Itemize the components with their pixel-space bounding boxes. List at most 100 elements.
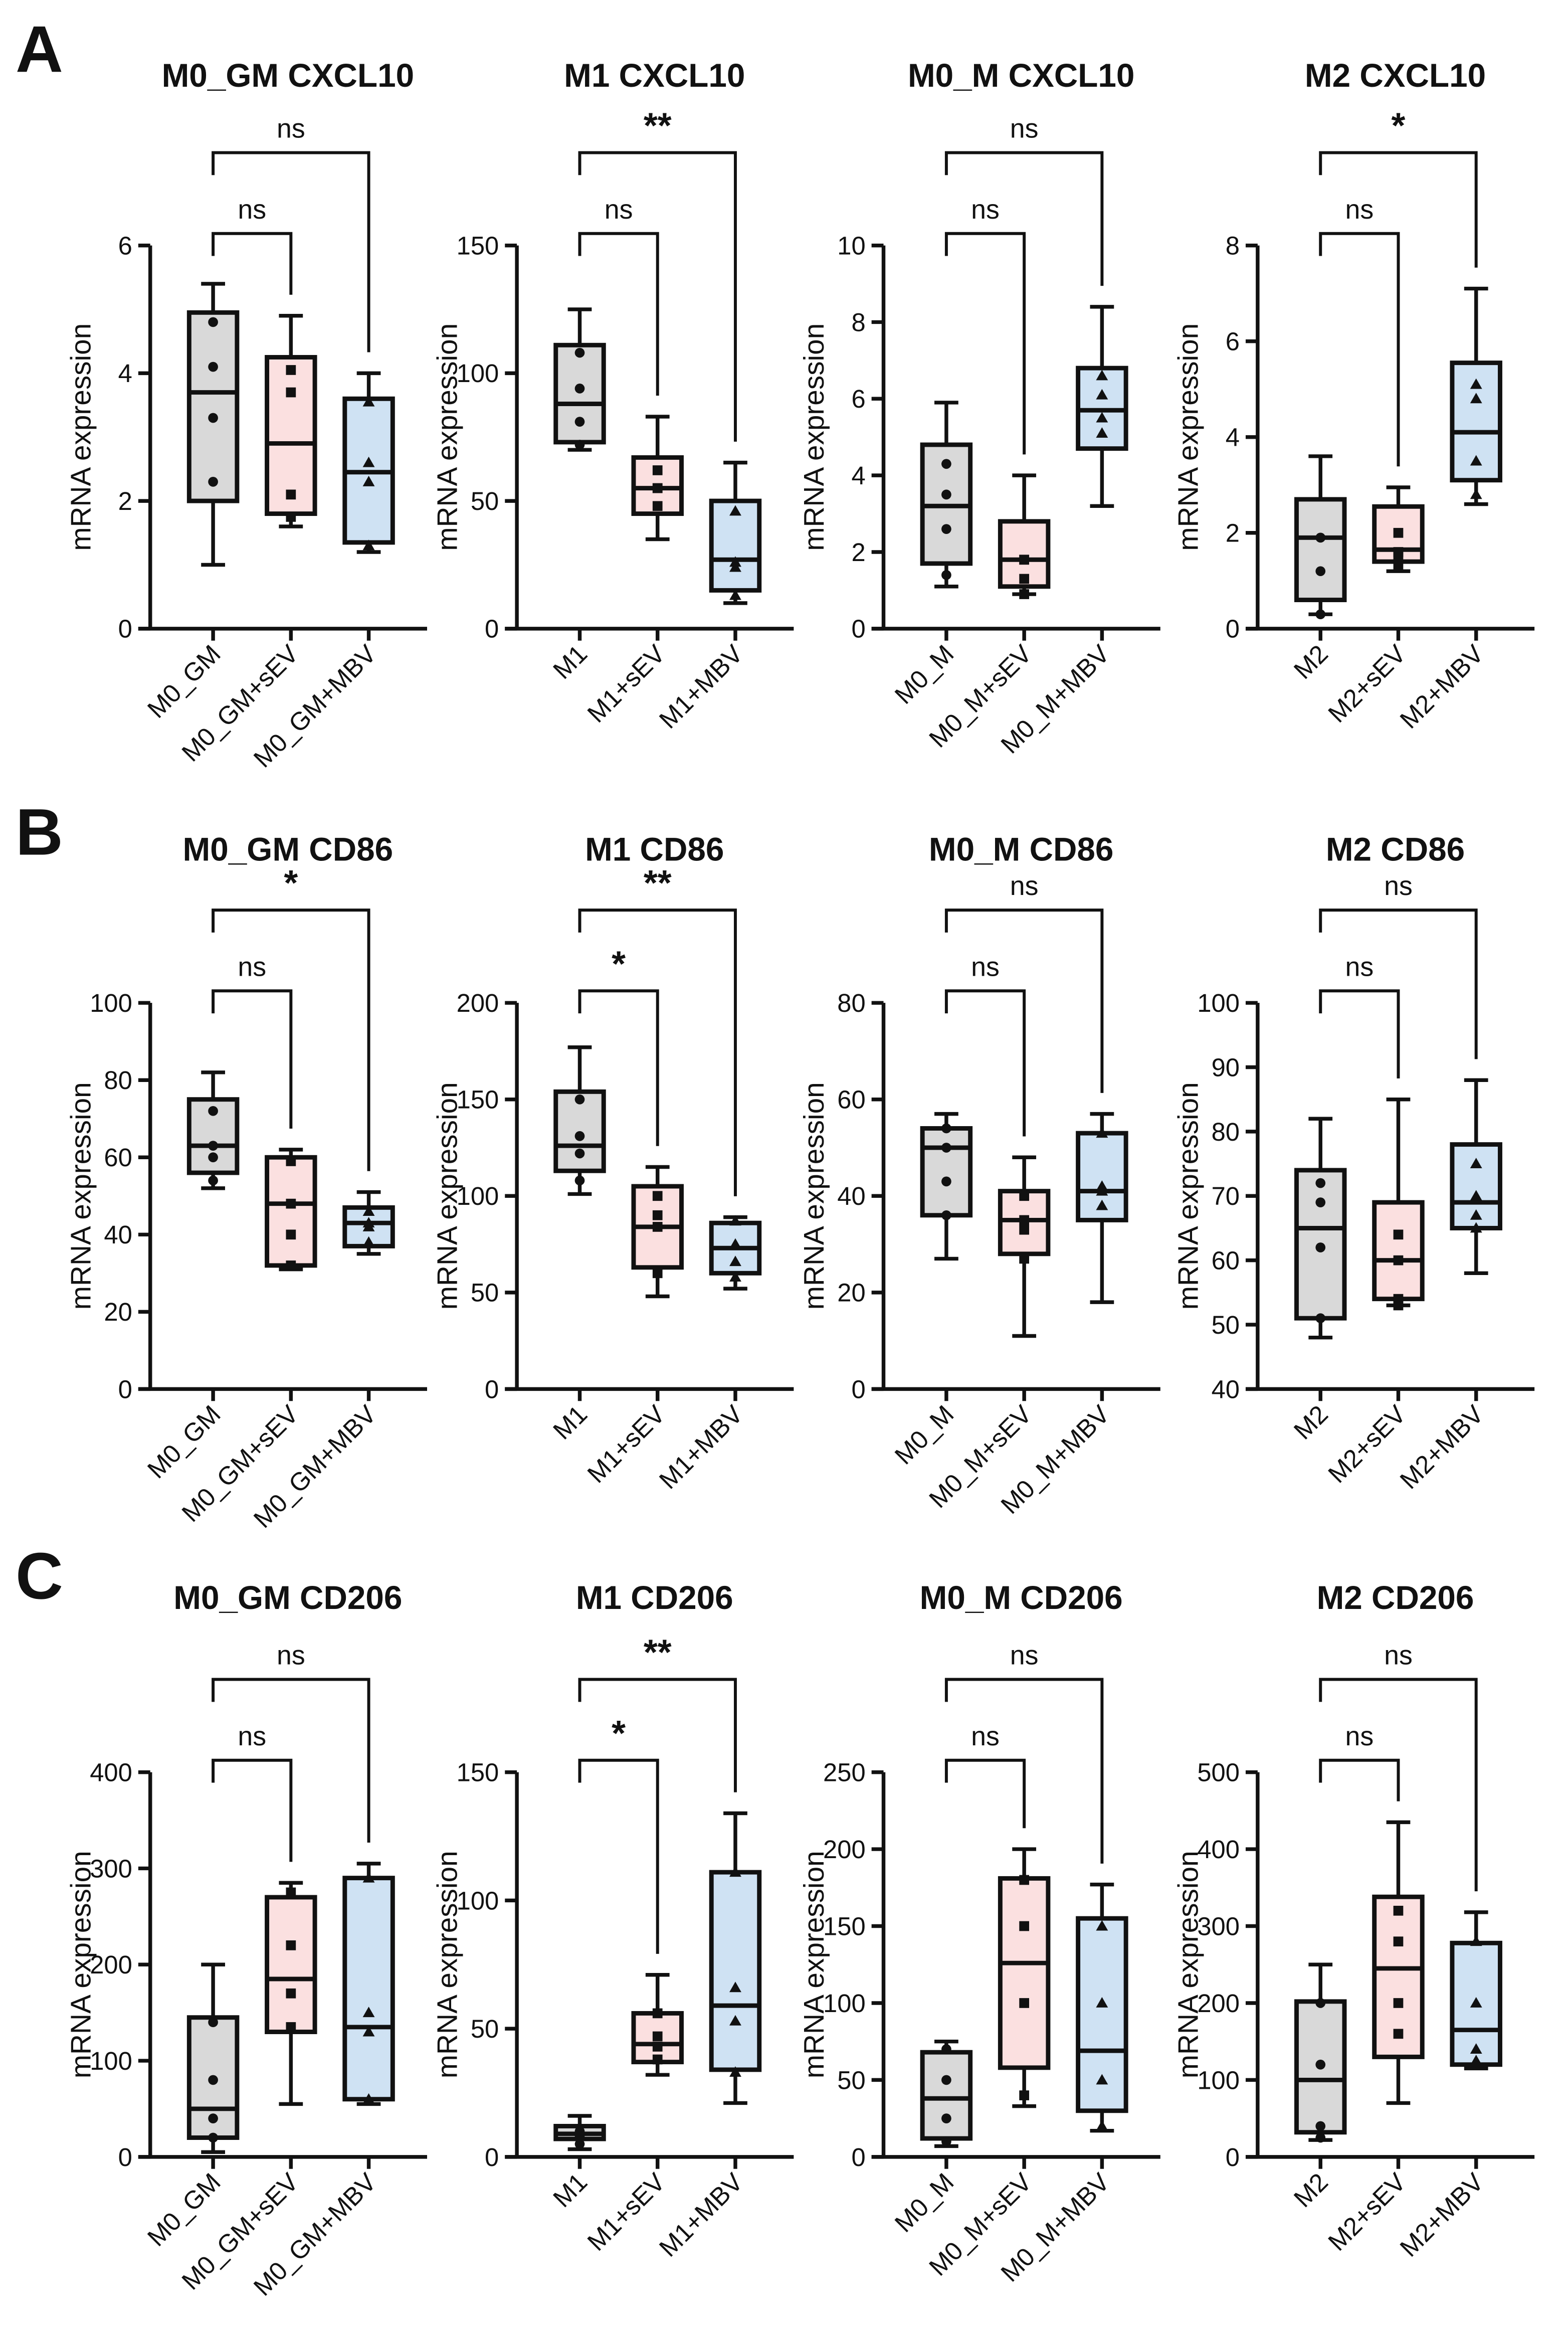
significance-bracket <box>944 909 1104 1093</box>
y-tick-label: 8 <box>1226 232 1240 260</box>
x-tick-label: M0_M <box>889 1400 959 1470</box>
box <box>920 1126 973 1218</box>
data-point-circle <box>574 1175 585 1186</box>
y-tick-label: 4 <box>851 461 865 490</box>
chart-title: M1 CD206 <box>576 1579 733 1616</box>
data-point-triangle <box>1096 1199 1108 1210</box>
data-point-circle <box>208 1106 218 1116</box>
y-tick-label: 100 <box>1197 989 1240 1017</box>
box <box>265 1895 317 2034</box>
data-point-triangle <box>1470 393 1482 404</box>
y-tick-label: 200 <box>457 989 499 1017</box>
x-tick-label: M2 <box>1288 639 1333 684</box>
y-axis-label: mRNA expression <box>65 323 97 551</box>
y-tick-label: 2 <box>118 487 132 515</box>
data-point-circle <box>1315 609 1326 620</box>
significance-bracket <box>578 1758 659 1954</box>
significance-label: ns <box>277 114 305 144</box>
y-tick-label: 0 <box>118 615 132 643</box>
data-point-circle <box>574 2139 585 2149</box>
y-tick-label: 70 <box>1212 1182 1240 1210</box>
significance-bracket <box>1319 151 1478 268</box>
y-tick-label: 40 <box>1212 1375 1240 1403</box>
data-point-triangle <box>362 1872 375 1883</box>
y-tick-label: 40 <box>837 1182 865 1210</box>
data-point-triangle <box>1096 412 1108 423</box>
significance-bracket <box>212 232 293 295</box>
data-point-circle <box>574 384 585 394</box>
panel-m0-m-cd206: M0_M CD206 mRNA expression 0 50 100 150 200 250… <box>799 1579 1160 2287</box>
data-point-triangle <box>1096 370 1108 381</box>
data-point-triangle <box>1470 1222 1482 1233</box>
chart-title: M0_M CD206 <box>920 1579 1123 1616</box>
y-tick-label: 0 <box>485 1375 499 1403</box>
y-tick-label: 100 <box>90 989 132 1017</box>
panel-m2-cd86: M2 CD86 mRNA expression 40 50 60 70 80 90 100 M2 M… <box>1172 831 1535 1495</box>
box <box>998 519 1051 589</box>
data-point-circle <box>941 2136 951 2147</box>
panel-label-b: B <box>16 795 63 869</box>
y-axis-label: mRNA expression <box>799 1851 830 2078</box>
data-point-circle <box>941 524 951 534</box>
data-point-square <box>1393 552 1404 562</box>
y-tick-label: 50 <box>1212 1311 1240 1339</box>
data-point-square <box>1019 1191 1029 1201</box>
x-tick-label: M2+MBV <box>1395 1400 1489 1495</box>
data-point-circle <box>1315 532 1326 543</box>
data-point-square <box>1019 1224 1029 1235</box>
data-point-triangle <box>1096 2074 1108 2085</box>
data-point-square <box>1393 1255 1404 1266</box>
y-tick-label: 50 <box>471 1279 499 1307</box>
data-point-square <box>1019 589 1029 599</box>
y-tick-label: 150 <box>457 232 499 260</box>
chart-title: M1 CD86 <box>585 831 724 868</box>
y-tick-label: 80 <box>1212 1118 1240 1146</box>
significance-bracket <box>578 232 659 396</box>
y-tick-label: 6 <box>118 232 132 260</box>
data-point-triangle <box>729 1255 741 1267</box>
data-point-triangle <box>1096 1997 1108 2008</box>
data-point-square <box>1019 2090 1029 2100</box>
data-point-triangle <box>362 475 375 486</box>
data-point-circle <box>941 570 951 580</box>
chart-title: M2 CXCL10 <box>1305 57 1486 94</box>
data-point-square <box>1393 1905 1404 1916</box>
data-point-triangle <box>1470 455 1482 466</box>
significance-label: ns <box>971 1721 1000 1751</box>
data-point-triangle <box>1470 1935 1482 1946</box>
data-point-triangle <box>729 561 741 572</box>
box <box>1294 497 1347 602</box>
data-point-triangle <box>729 589 741 600</box>
significance-bracket <box>944 989 1026 1137</box>
data-point-square <box>286 1887 296 1898</box>
y-tick-label: 0 <box>851 1375 865 1403</box>
box <box>265 1155 317 1268</box>
chart-title: M2 CD86 <box>1326 831 1465 868</box>
data-point-triangle <box>1470 378 1482 389</box>
data-point-circle <box>208 2132 218 2143</box>
y-tick-label: 4 <box>118 359 132 388</box>
x-tick-label: M2 <box>1288 1400 1333 1445</box>
y-axis-label: mRNA expression <box>432 323 464 551</box>
data-point-square <box>286 387 296 398</box>
data-point-triangle <box>729 2066 741 2077</box>
data-point-square <box>286 2022 296 2032</box>
data-point-triangle <box>362 2026 375 2037</box>
data-point-triangle <box>1470 1158 1482 1169</box>
significance-bracket <box>212 909 370 1171</box>
x-tick-label: M2+MBV <box>1395 639 1489 734</box>
significance-bracket <box>212 151 370 352</box>
data-point-circle <box>208 362 218 372</box>
y-tick-label: 8 <box>851 308 865 336</box>
y-tick-label: 60 <box>104 1143 132 1172</box>
data-point-triangle <box>1470 2055 1482 2066</box>
significance-label: ns <box>277 1641 305 1671</box>
data-point-triangle <box>362 1236 375 1247</box>
data-point-square <box>652 465 663 475</box>
y-tick-label: 100 <box>1197 2066 1240 2094</box>
x-tick-label: M1 <box>547 639 593 684</box>
